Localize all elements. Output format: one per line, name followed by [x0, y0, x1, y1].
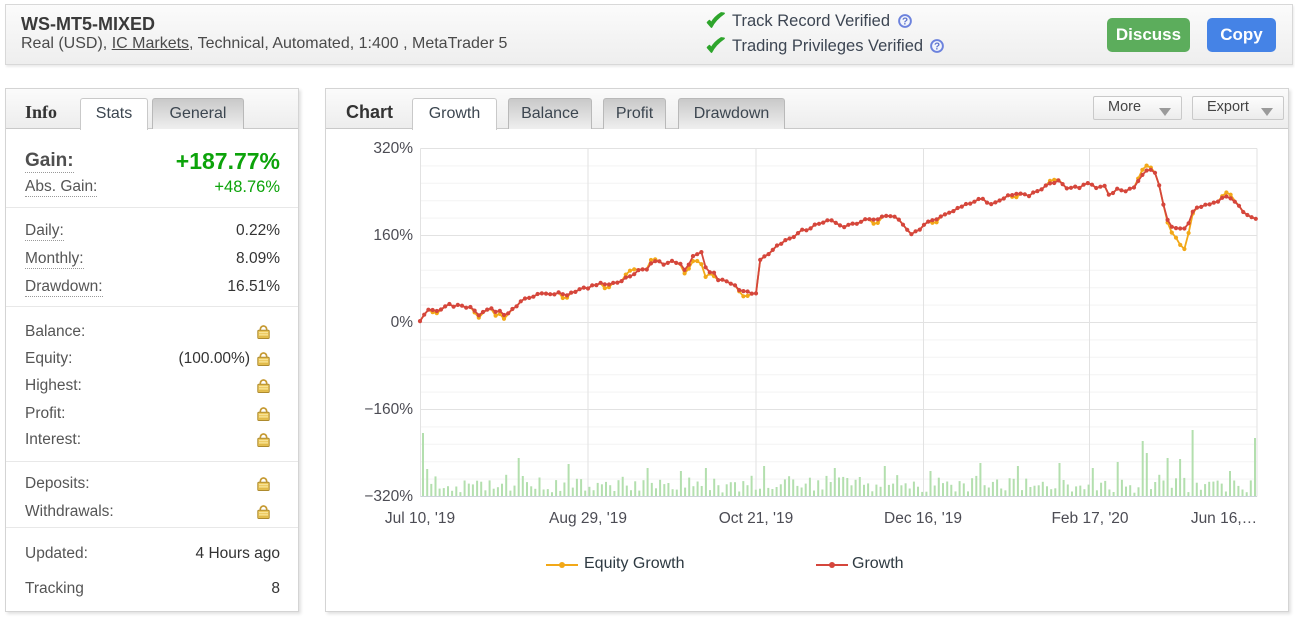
svg-text:?: ?: [934, 42, 940, 53]
svg-text:?: ?: [902, 17, 908, 28]
